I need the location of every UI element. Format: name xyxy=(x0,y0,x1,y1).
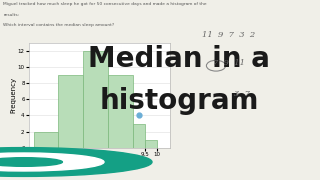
Text: Which interval contains the median sleep amount?: Which interval contains the median sleep… xyxy=(3,23,115,27)
Text: 7  9  11: 7 9 11 xyxy=(213,59,245,67)
Text: results:: results: xyxy=(3,13,19,17)
Text: 3  7: 3 7 xyxy=(234,90,250,98)
Text: Miguel tracked how much sleep he got for 50 consecutive days and made a histogra: Miguel tracked how much sleep he got for… xyxy=(3,2,207,6)
Bar xyxy=(59,75,83,148)
Circle shape xyxy=(0,153,104,171)
Text: histogram: histogram xyxy=(100,87,259,115)
Y-axis label: Frequency: Frequency xyxy=(10,77,16,113)
Text: Khan Academy: Khan Academy xyxy=(61,157,148,167)
Bar xyxy=(108,75,132,148)
Circle shape xyxy=(0,148,152,176)
Text: 11  9  7  3  2: 11 9 7 3 2 xyxy=(202,31,255,39)
X-axis label: Amount of sleep (hours): Amount of sleep (hours) xyxy=(57,158,141,165)
Bar xyxy=(83,51,108,148)
Bar xyxy=(132,123,145,148)
Text: Median in a: Median in a xyxy=(88,45,270,73)
Bar xyxy=(145,140,157,148)
Circle shape xyxy=(0,158,62,166)
Bar xyxy=(34,132,59,148)
